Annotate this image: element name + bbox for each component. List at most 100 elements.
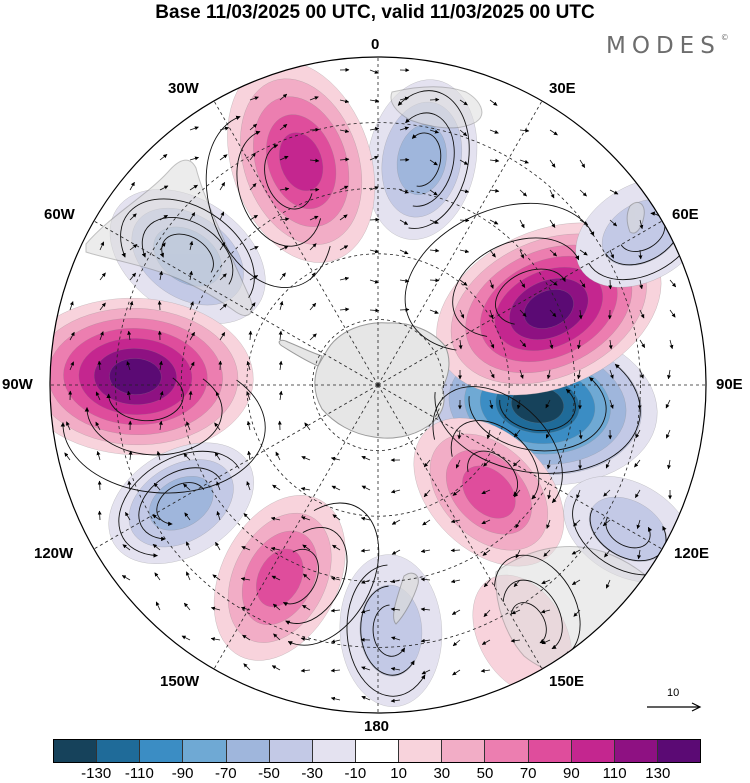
wind-arrow <box>545 429 551 439</box>
wind-arrow <box>66 421 71 431</box>
wind-arrow <box>304 422 311 431</box>
wind-arrow <box>240 577 251 581</box>
wind-arrow <box>99 331 104 341</box>
wind-arrow <box>608 339 613 350</box>
wind-arrow <box>127 330 132 341</box>
wind-arrow <box>459 309 465 319</box>
meridian-line <box>377 220 663 386</box>
wind-arrow <box>669 339 674 350</box>
wind-arrow <box>578 309 583 320</box>
streamline <box>141 216 234 285</box>
meridian-line <box>377 384 663 550</box>
wind-arrow <box>667 459 671 470</box>
map-border <box>49 56 707 714</box>
colorbar-tick-label: 50 <box>476 765 494 782</box>
wind-arrow <box>483 579 491 588</box>
meridian-line <box>93 220 379 386</box>
colorbar-tick-label: 70 <box>519 765 537 782</box>
colorbar-tick-label: -70 <box>214 765 237 782</box>
wind-arrow <box>278 330 283 341</box>
wind-arrow <box>429 309 439 314</box>
wind-arrow <box>450 519 461 524</box>
reference-arrow-icon <box>647 702 702 712</box>
wind-arrow <box>513 579 521 588</box>
wind-arrow <box>665 429 671 439</box>
wind-arrow <box>97 360 102 371</box>
wind-arrow <box>519 189 527 197</box>
wind-arrow <box>331 485 341 491</box>
wind-arrow <box>489 369 495 379</box>
wind-arrow <box>243 663 251 671</box>
wind-arrow <box>303 573 311 581</box>
wind-arrow <box>270 546 281 551</box>
wind-arrow <box>420 638 431 643</box>
wind-arrow <box>390 698 401 703</box>
colorbar-swatch <box>442 740 486 762</box>
wind-arrow <box>369 98 380 103</box>
wind-arrow <box>189 126 199 131</box>
wind-arrow <box>399 249 409 255</box>
wind-arrow <box>158 360 163 371</box>
streamline <box>450 420 540 500</box>
wind-arrow <box>515 519 521 529</box>
wind-arrow <box>545 399 551 409</box>
wind-arrow <box>399 189 409 194</box>
wind-arrow <box>126 361 131 371</box>
wind-arrow <box>332 544 341 551</box>
wind-arrow <box>125 511 131 521</box>
wind-arrow <box>159 242 166 251</box>
streamline <box>156 482 205 527</box>
wind-arrow <box>399 278 410 283</box>
wind-arrow <box>519 369 524 379</box>
streamline <box>346 564 426 697</box>
wind-arrow <box>270 516 281 521</box>
wind-arrow <box>186 571 191 581</box>
wind-arrow <box>635 429 641 439</box>
wind-arrow <box>242 634 251 641</box>
streamline <box>264 144 313 210</box>
colorbar-swatch <box>399 740 443 762</box>
wind-arrow <box>360 548 371 553</box>
wind-arrow <box>249 123 258 131</box>
wind-arrow <box>390 667 401 671</box>
wind-arrow <box>279 300 284 311</box>
modes-logo: MODES© <box>606 33 729 59</box>
colorbar-swatch <box>571 740 615 762</box>
wind-arrow <box>459 279 468 286</box>
wind-arrow <box>360 516 371 521</box>
wind-arrow <box>482 549 491 556</box>
wind-arrow <box>361 695 371 701</box>
streamline-group <box>346 564 426 697</box>
wind-arrow <box>519 249 524 259</box>
anomaly-center <box>108 442 254 564</box>
wind-arrow <box>186 421 191 431</box>
colorbar-tick-label: -110 <box>124 765 154 782</box>
wind-arrow <box>249 246 259 251</box>
wind-arrow <box>183 483 191 491</box>
anomaly-contour <box>462 465 516 519</box>
wind-arrow <box>69 361 74 371</box>
wind-arrow <box>639 279 644 290</box>
colorbar-labels: -130 -110 -90 -70 -50 -30 -10 10 30 50 70 90 110 130 <box>53 765 701 783</box>
wind-arrow <box>99 302 106 311</box>
wind-arrow <box>609 219 618 227</box>
wind-arrow <box>429 219 439 224</box>
wind-arrow <box>519 128 530 133</box>
wind-arrow <box>429 248 440 253</box>
wind-arrow <box>279 93 288 101</box>
wind-arrow <box>541 579 551 584</box>
colorbar <box>53 739 701 763</box>
wind-arrow <box>369 279 379 284</box>
wind-arrow <box>157 300 162 311</box>
wind-arrow <box>159 154 168 161</box>
lon-label-120w: 120W <box>34 545 74 562</box>
wind-arrow <box>181 635 191 641</box>
colorbar-tick-label: -130 <box>81 765 112 782</box>
wind-arrow <box>399 96 410 101</box>
wind-arrow <box>549 249 557 257</box>
wind-arrow <box>330 696 341 701</box>
wind-arrow <box>128 450 133 461</box>
wind-arrow <box>605 459 611 469</box>
wind-arrow <box>369 249 380 254</box>
wind-arrow <box>309 158 320 163</box>
